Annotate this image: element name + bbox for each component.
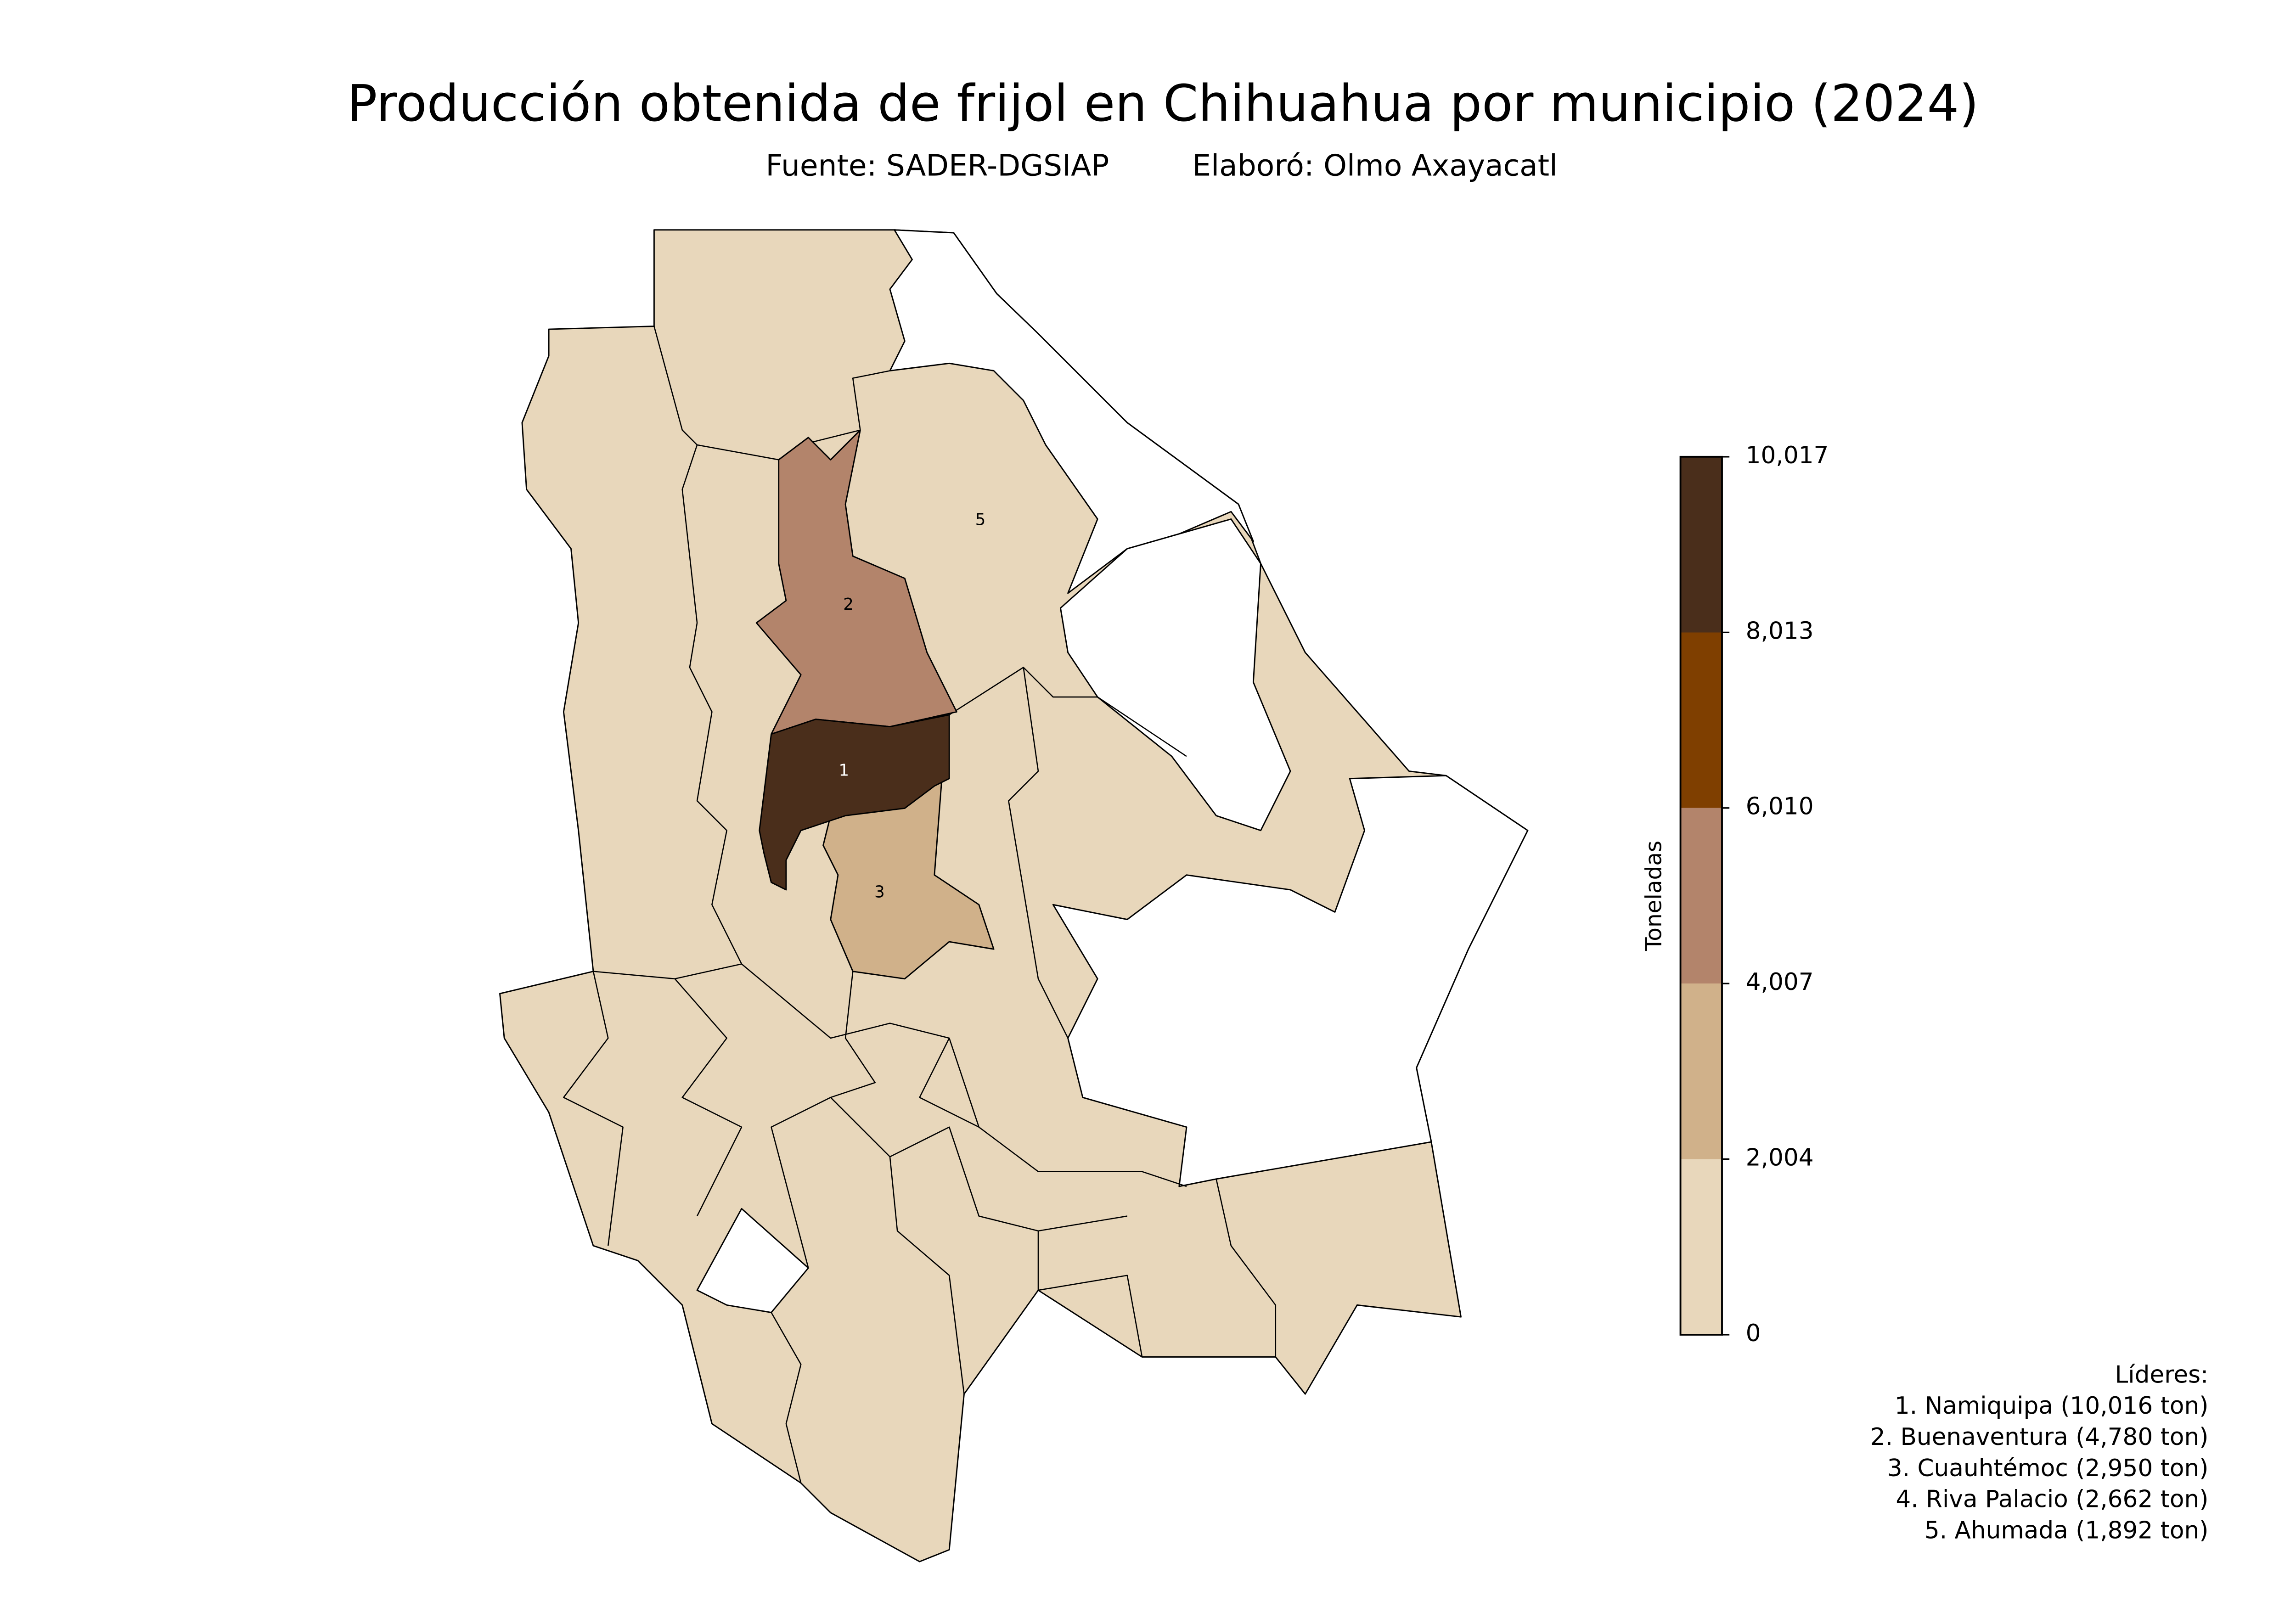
colorbar-bin bbox=[1680, 1159, 1722, 1335]
colorbar-tick-label: 6,010 bbox=[1746, 793, 1814, 820]
colorbar-bin bbox=[1680, 808, 1722, 984]
colorbar-bin bbox=[1680, 632, 1722, 808]
leader-entry: 4. Riva Palacio (2,662 ton) bbox=[1896, 1486, 2208, 1513]
municipal-border bbox=[889, 1157, 965, 1394]
colorbar-bin bbox=[1680, 983, 1722, 1159]
colorbar-tick-label: 8,013 bbox=[1746, 617, 1814, 645]
colorbar-tick-label: 4,007 bbox=[1746, 968, 1814, 996]
colorbar: 0 2,004 4,007 6,010 8,013 10,017 bbox=[1679, 442, 1829, 1347]
leaders-list: 1. Namiquipa (10,016 ton) 2. Buenaventura… bbox=[1870, 1392, 2209, 1544]
state-map bbox=[499, 229, 1529, 1562]
map-label: 1 bbox=[839, 761, 850, 780]
no-data-region bbox=[889, 229, 1254, 594]
municipal-border bbox=[674, 978, 743, 1217]
colorbar-bin bbox=[1680, 456, 1722, 633]
map-label: 3 bbox=[874, 882, 885, 901]
colorbar-label: Toneladas bbox=[1641, 841, 1667, 951]
colorbar-tick-label: 2,004 bbox=[1746, 1144, 1814, 1171]
municipal-border bbox=[771, 1312, 802, 1483]
colorbar-frame bbox=[1679, 455, 1723, 1336]
colorbar-tick-label: 0 bbox=[1746, 1320, 1761, 1347]
municipal-border bbox=[741, 963, 1187, 1187]
leaders-title: Líderes: bbox=[2115, 1361, 2209, 1388]
municipal-border bbox=[949, 667, 1187, 757]
leader-entry: 2. Buenaventura (4,780 ton) bbox=[1870, 1423, 2209, 1451]
municipal-border bbox=[563, 971, 624, 1246]
colorbar-tick-label: 10,017 bbox=[1746, 442, 1829, 469]
leader-entry: 5. Ahumada (1,892 ton) bbox=[1925, 1517, 2209, 1545]
municipal-border bbox=[697, 370, 890, 461]
author: Elaboró: Olmo Axayacatl bbox=[1192, 149, 1558, 183]
no-data-region bbox=[696, 1208, 809, 1313]
municipal-border bbox=[771, 1096, 1127, 1268]
no-data-region bbox=[1052, 775, 1529, 1187]
leader-entry: 1. Namiquipa (10,016 ton) bbox=[1895, 1392, 2209, 1420]
municipal-border bbox=[919, 1038, 979, 1128]
no-data-region bbox=[1059, 518, 1291, 832]
namiquipa bbox=[759, 714, 950, 891]
leader-entry: 3. Cuauhtémoc (2,950 ton) bbox=[1887, 1455, 2209, 1482]
map-label: 2 bbox=[843, 595, 854, 614]
title: Producción obtenida de frijol en Chihuah… bbox=[347, 74, 1979, 133]
municipal-border bbox=[1216, 1179, 1277, 1357]
municipal-border bbox=[1037, 1231, 1143, 1357]
buenaventura bbox=[755, 429, 957, 735]
municipal-border bbox=[1008, 667, 1069, 1039]
municipal-border bbox=[830, 971, 876, 1098]
map-label: 5 bbox=[975, 511, 986, 529]
source: Fuente: SADER-DGSIAP bbox=[765, 149, 1109, 183]
